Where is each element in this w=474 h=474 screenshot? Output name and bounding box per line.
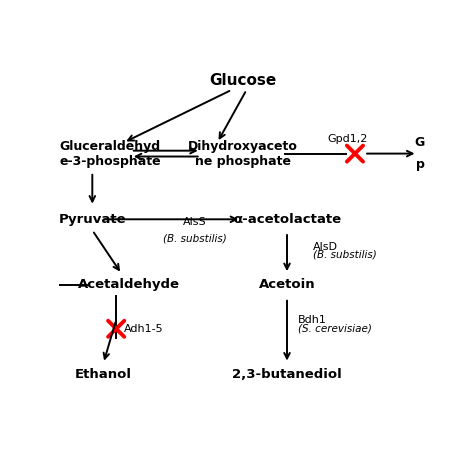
Text: (B. substilis): (B. substilis) bbox=[313, 250, 376, 260]
Text: Gluceraldehyd
e-3-phosphate: Gluceraldehyd e-3-phosphate bbox=[59, 140, 161, 168]
Text: Ethanol: Ethanol bbox=[75, 368, 132, 381]
Text: Bdh1: Bdh1 bbox=[298, 315, 327, 325]
Text: p: p bbox=[416, 158, 425, 171]
Text: Adh1-5: Adh1-5 bbox=[124, 324, 163, 334]
Text: Glucose: Glucose bbox=[210, 73, 276, 88]
Text: AlsD: AlsD bbox=[313, 242, 337, 252]
Text: Acetaldehyde: Acetaldehyde bbox=[78, 279, 180, 292]
Text: 2,3-butanediol: 2,3-butanediol bbox=[232, 368, 342, 381]
Text: (B. substilis): (B. substilis) bbox=[164, 234, 227, 244]
Text: Pyruvate: Pyruvate bbox=[59, 213, 127, 226]
Text: AlsS: AlsS bbox=[183, 217, 207, 227]
Text: (S. cerevisiae): (S. cerevisiae) bbox=[298, 323, 372, 333]
Text: G: G bbox=[415, 136, 425, 149]
Text: Gpd1,2: Gpd1,2 bbox=[328, 134, 368, 144]
Text: Dihydroxyaceto
ne phosphate: Dihydroxyaceto ne phosphate bbox=[188, 140, 298, 168]
Text: α-acetolactate: α-acetolactate bbox=[233, 213, 341, 226]
Text: Acetoin: Acetoin bbox=[259, 279, 315, 292]
